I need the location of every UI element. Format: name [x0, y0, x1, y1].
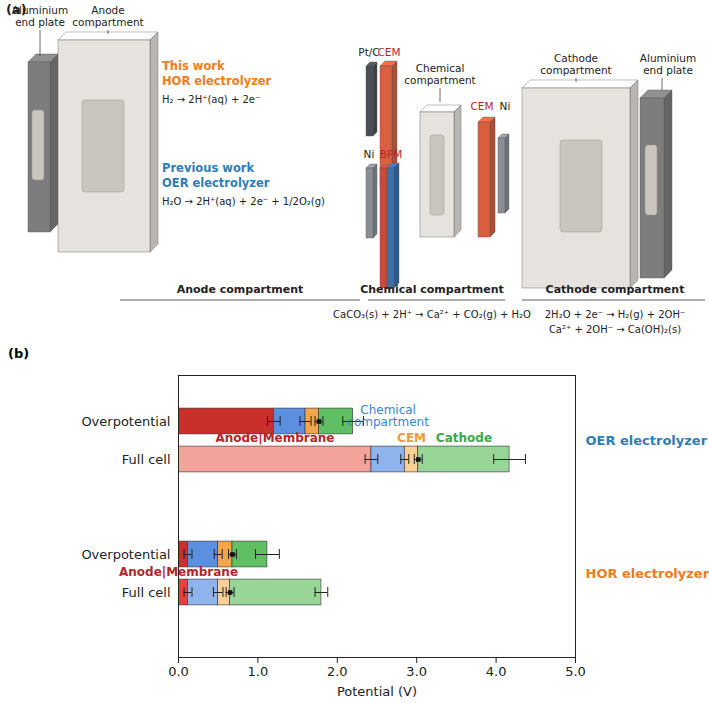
svg-text:Ca²⁺ + 2OH⁻ → Ca(OH)₂(s): Ca²⁺ + 2OH⁻ → Ca(OH)₂(s)	[549, 324, 681, 335]
svg-text:HOR electrolyzer: HOR electrolyzer	[162, 74, 272, 88]
svg-text:Overpotential: Overpotential	[81, 414, 170, 429]
svg-text:Ni: Ni	[500, 100, 511, 112]
svg-text:Aluminium: Aluminium	[640, 52, 696, 64]
svg-text:CaCO₃(s) + 2H⁺ → Ca²⁺ + CO₂(g): CaCO₃(s) + 2H⁺ → Ca²⁺ + CO₂(g) + H₂O	[333, 309, 531, 320]
html-text:(b): (b)	[8, 346, 30, 361]
svg-text:Cathode: Cathode	[554, 52, 598, 64]
svg-text:Anode|Membrane: Anode|Membrane	[119, 564, 238, 579]
svg-text:0.0: 0.0	[168, 664, 189, 679]
svg-text:Chemical: Chemical	[416, 62, 465, 74]
svg-text:CEM: CEM	[470, 100, 493, 112]
svg-text:Chemical compartment: Chemical compartment	[360, 283, 504, 296]
svg-text:Pt/C: Pt/C	[358, 46, 379, 58]
svg-text:compartment: compartment	[404, 74, 475, 86]
svg-text:4.0: 4.0	[486, 664, 507, 679]
svg-text:2.0: 2.0	[327, 664, 348, 679]
svg-text:Anode|Membrane: Anode|Membrane	[215, 431, 334, 445]
svg-text:Chemicalcompartment: Chemicalcompartment	[347, 403, 429, 429]
svg-text:Ni: Ni	[364, 148, 375, 160]
svg-text:H₂ → 2H⁺(aq) + 2e⁻: H₂ → 2H⁺(aq) + 2e⁻	[162, 94, 260, 105]
svg-text:Previous work: Previous work	[162, 161, 254, 175]
svg-text:5.0: 5.0	[565, 664, 586, 679]
svg-text:2H₂O + 2e⁻ → H₂(g) + 2OH⁻: 2H₂O + 2e⁻ → H₂(g) + 2OH⁻	[545, 309, 685, 320]
svg-text:compartment: compartment	[540, 64, 611, 76]
svg-text:Cathode compartment: Cathode compartment	[546, 283, 685, 296]
svg-text:Anode: Anode	[91, 4, 124, 16]
svg-text:Aluminium: Aluminium	[12, 4, 68, 16]
svg-text:Overpotential: Overpotential	[81, 547, 170, 562]
svg-text:CEM: CEM	[377, 46, 400, 58]
svg-text:1.0: 1.0	[248, 664, 269, 679]
svg-text:HOR electrolyzer: HOR electrolyzer	[586, 566, 709, 581]
svg-text:3.0: 3.0	[406, 664, 427, 679]
svg-text:compartment: compartment	[72, 16, 143, 28]
svg-text:Full cell: Full cell	[122, 585, 171, 600]
svg-text:Potential (V): Potential (V)	[337, 684, 417, 699]
svg-text:Full cell: Full cell	[122, 452, 171, 467]
svg-text:Anode compartment: Anode compartment	[177, 283, 304, 296]
svg-text:CEM: CEM	[397, 431, 426, 445]
svg-text:BPM: BPM	[380, 148, 403, 160]
svg-text:OER electrolyzer: OER electrolyzer	[586, 433, 708, 448]
svg-text:end plate: end plate	[643, 64, 693, 76]
svg-text:H₂O → 2H⁺(aq) + 2e⁻ + 1/2O₂(g): H₂O → 2H⁺(aq) + 2e⁻ + 1/2O₂(g)	[162, 196, 325, 207]
svg-text:end plate: end plate	[15, 16, 65, 28]
svg-text:This work: This work	[162, 59, 225, 73]
svg-text:Cathode: Cathode	[436, 431, 492, 445]
svg-text:OER electrolyzer: OER electrolyzer	[162, 176, 270, 190]
